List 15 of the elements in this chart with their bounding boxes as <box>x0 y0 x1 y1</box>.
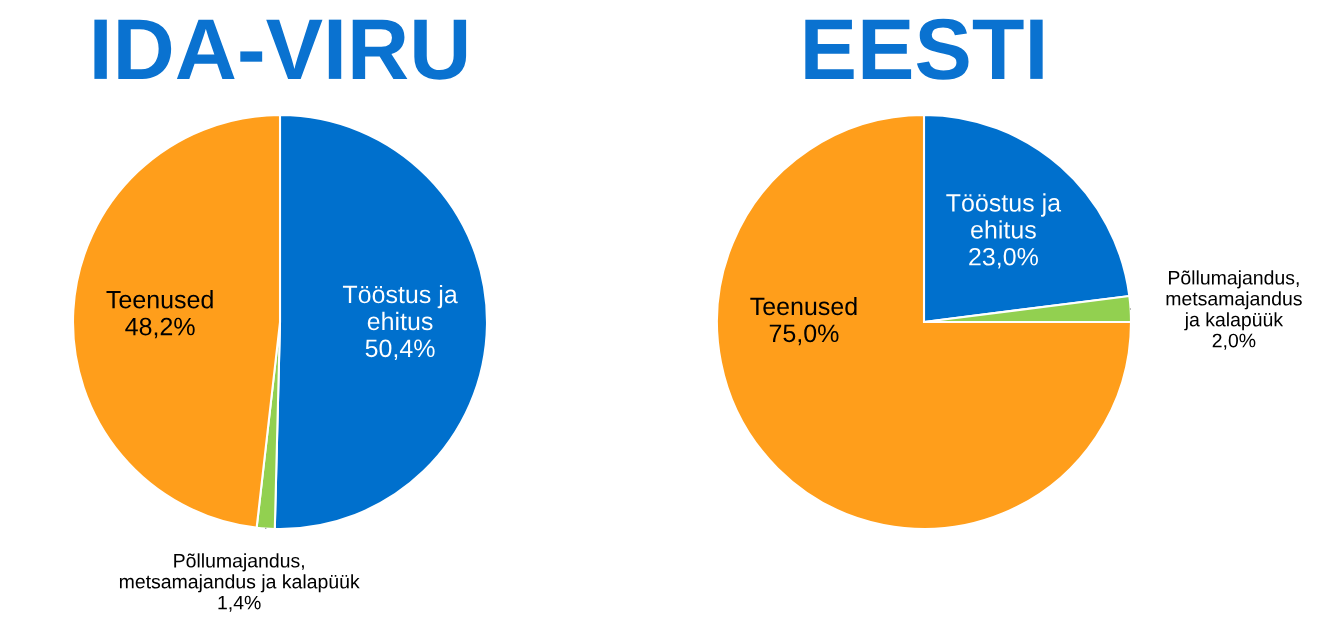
data-label: 2,0% <box>1212 333 1256 350</box>
data-label: 48,2% <box>125 317 195 339</box>
slice-label: Tööstus ja ehitus <box>946 193 1062 239</box>
data-label: 75,0% <box>769 324 839 346</box>
data-label: 23,0% <box>969 247 1038 269</box>
data-label: 50,4% <box>365 339 435 361</box>
slice-label: Teenused <box>106 290 213 309</box>
slice-label: Põllumajandus, metsamajandus ja kalapüük <box>1166 270 1302 331</box>
slice-label: Põllumajandus, metsamajandus ja kalapüük <box>119 553 360 593</box>
chart-title: IDA-VIRU <box>94 19 467 80</box>
chart-title: EESTI <box>805 18 1043 80</box>
slice-label: Tööstus ja ehitus <box>342 284 458 331</box>
slice-label: Teenused <box>750 296 857 316</box>
pie-slice <box>715 113 1133 531</box>
data-label: 1,4% <box>218 595 261 612</box>
